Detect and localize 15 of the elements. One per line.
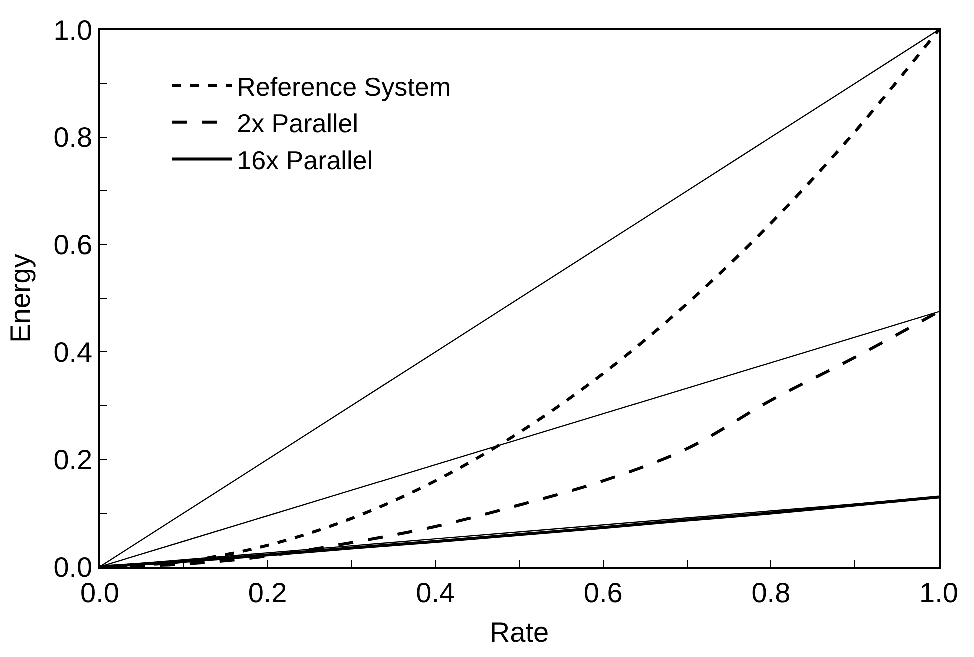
y-tick-label: 0.4 <box>54 337 93 368</box>
y-tick-label: 0.8 <box>54 122 93 154</box>
x-tick-label: 0.6 <box>584 577 623 608</box>
y-axis-title: Energy <box>4 254 36 343</box>
x-tick-label: 1.0 <box>920 577 958 608</box>
x-tick-label: 0.4 <box>416 577 456 608</box>
x-axis-title: Rate <box>490 616 550 648</box>
x-tick-label: 0.2 <box>248 577 288 608</box>
y-tick-label: 1.0 <box>54 14 93 46</box>
y-tick-label: 0.2 <box>54 444 93 476</box>
x-tick-label: 0.8 <box>752 577 791 608</box>
legend-label: Reference System <box>237 72 451 102</box>
y-tick-label: 0.6 <box>54 230 93 261</box>
legend-label: 2x Parallel <box>237 108 359 139</box>
legend-label: 16x Parallel <box>237 145 373 176</box>
